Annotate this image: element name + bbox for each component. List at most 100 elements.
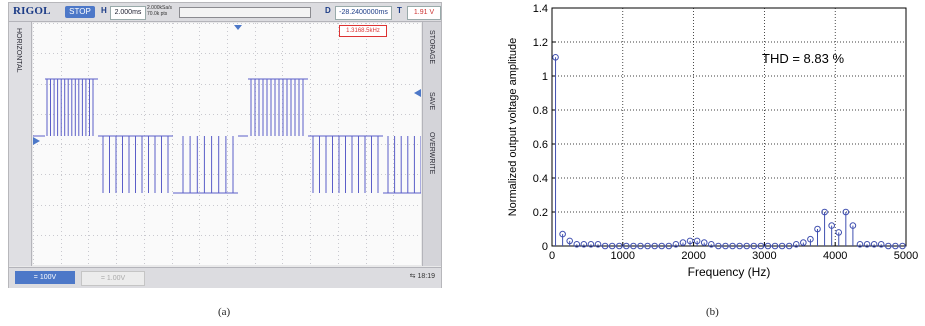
delay-label: D	[325, 6, 331, 15]
stem-marker	[715, 242, 722, 250]
stem-marker	[757, 242, 765, 250]
left-panel: HORIZONTAL	[9, 22, 32, 266]
scope-bottom-bar: = 100V = 1.00V ⇆ 18:19	[9, 267, 441, 288]
stem-marker	[693, 237, 701, 245]
y-tick-label: 0.6	[533, 139, 548, 151]
waveform-grid	[33, 23, 422, 266]
sample-info: 2.000kSa/s 70.0k pts	[147, 5, 172, 17]
x-tick-label: 2000	[681, 250, 705, 262]
stem-marker	[870, 241, 878, 248]
stem-marker	[771, 242, 779, 250]
stem-marker	[828, 222, 835, 229]
ch1-scale-button[interactable]: = 100V	[15, 271, 75, 284]
stem-marker	[594, 241, 602, 248]
stem-marker	[644, 242, 651, 250]
stem-marker	[601, 242, 609, 250]
scope-clock: ⇆ 18:19	[410, 272, 435, 280]
y-tick-label: 0.4	[533, 173, 548, 185]
run-stop-button[interactable]: STOP	[65, 6, 95, 18]
sample-rate: 2.000kSa/s	[147, 5, 173, 11]
stem-marker	[672, 241, 680, 248]
x-axis-label: Frequency (Hz)	[688, 265, 771, 279]
stem-marker	[615, 242, 623, 250]
plot-area	[551, 7, 907, 247]
x-tick-label: 0	[549, 250, 555, 262]
y-tick-label: 0	[542, 241, 548, 253]
stem-marker	[743, 242, 750, 250]
oscilloscope-screen: RIGOL STOP H 2.000ms 2.000kSa/s 70.0k pts…	[8, 2, 442, 288]
y-tick-label: 0.8	[533, 105, 548, 117]
stem-marker	[785, 242, 793, 250]
caption-a: (a)	[218, 306, 231, 318]
x-tick-label: 1000	[611, 250, 635, 262]
left-panel-label: HORIZONTAL	[15, 28, 22, 73]
scope-gridlines	[33, 23, 422, 266]
stem-marker	[651, 242, 658, 250]
y-tick-label: 0.2	[533, 207, 548, 219]
x-tick-label: 4000	[823, 250, 847, 262]
y-axis-label: Normalized output voltage amplitude	[507, 38, 519, 217]
stem-marker	[892, 242, 899, 250]
stem-marker	[665, 242, 673, 250]
stem-marker	[899, 242, 906, 250]
delay-field[interactable]: -28.2400000ms	[335, 6, 392, 20]
stem-marker	[856, 241, 864, 248]
save-label[interactable]: SAVE	[428, 92, 435, 111]
stem-marker	[573, 241, 581, 248]
ch1-ground-marker[interactable]	[33, 137, 40, 145]
stem-marker	[736, 242, 743, 250]
x-tick-label: 5000	[894, 250, 918, 262]
trigger-position-marker[interactable]	[234, 25, 242, 30]
stem-marker	[559, 230, 566, 238]
spectrum-chart: 0 1000 2000 3000 4000 5000 0 0.2 0.4 0.6 0.8 1 1.2 1.…	[494, 0, 925, 290]
spectrum-svg: 0 1000 2000 3000 4000 5000 0 0.2 0.4 0.6 0.8 1 1.2 1.…	[507, 3, 918, 279]
stem-marker	[552, 54, 559, 61]
stem-marker	[842, 208, 850, 216]
stem-marker	[637, 242, 644, 250]
trigger-level-marker[interactable]	[414, 89, 421, 97]
stem-marker	[764, 242, 772, 250]
y-tick-label: 1.4	[533, 3, 548, 15]
stem-marker	[623, 242, 630, 250]
stem-marker	[608, 242, 616, 250]
stem-marker	[885, 242, 892, 250]
trigger-label: T	[397, 6, 402, 15]
storage-label[interactable]: STORAGE	[428, 30, 435, 65]
stem-marker	[814, 225, 821, 233]
waveform-svg	[33, 23, 422, 266]
stem-marker	[686, 237, 694, 245]
stem-marker	[679, 239, 687, 246]
thd-annotation: THD = 8.83 %	[762, 51, 844, 66]
overwrite-label[interactable]: OVERWRITE	[428, 132, 435, 175]
stem-marker	[722, 242, 729, 250]
stem-marker	[658, 242, 666, 250]
x-tick-label: 3000	[752, 250, 776, 262]
stem-marker	[566, 237, 573, 245]
stem-marker	[750, 242, 758, 250]
stem-marker	[849, 222, 857, 229]
stem-marker	[778, 242, 786, 250]
frequency-readout: 1.3168.5kHz	[339, 25, 387, 37]
stem-marker	[792, 241, 800, 248]
brand-logo: RIGOL	[13, 5, 51, 17]
stem-marker	[863, 241, 871, 248]
horizontal-label: H	[101, 6, 107, 15]
stem-marker	[800, 239, 807, 246]
stem-marker	[700, 239, 708, 246]
caption-b: (b)	[706, 306, 719, 318]
timebase-field[interactable]: 2.000ms	[110, 6, 146, 20]
stem-marker	[835, 229, 843, 236]
right-panel: STORAGE SAVE OVERWRITE	[422, 22, 441, 266]
stem-marker	[729, 242, 736, 250]
scope-top-bar: RIGOL STOP H 2.000ms 2.000kSa/s 70.0k pts…	[9, 3, 441, 22]
memory-position-slider[interactable]	[179, 7, 311, 18]
y-tick-label: 1	[542, 71, 548, 83]
ch2-scale-button[interactable]: = 1.00V	[81, 271, 145, 286]
memory-depth: 70.0k pts	[147, 11, 168, 17]
stem-marker	[587, 241, 595, 248]
stem-marker	[708, 241, 715, 248]
ch1-waveform	[33, 78, 422, 194]
stem-marker	[580, 241, 588, 248]
y-tick-label: 1.2	[533, 37, 548, 49]
trigger-level-field[interactable]: 1.91 V	[407, 6, 441, 20]
